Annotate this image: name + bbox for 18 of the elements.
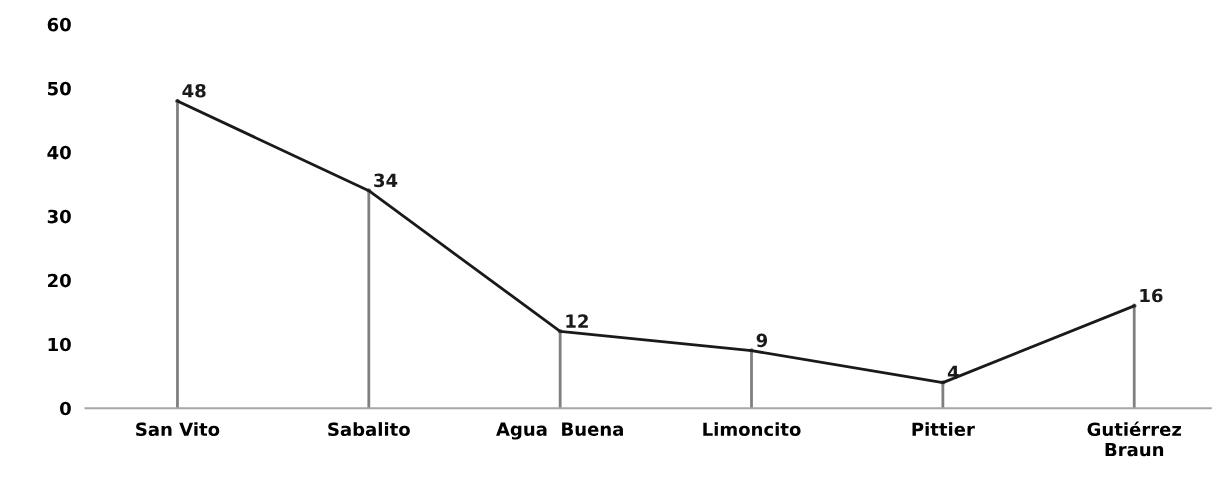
x-tick-label: San Vito: [136, 422, 220, 437]
y-tick-label: 60: [47, 17, 71, 32]
x-tick-label: Gutiérrez Braun: [1087, 421, 1182, 457]
y-tick-label: 0: [60, 401, 71, 416]
data-label: 16: [1140, 288, 1163, 303]
x-tick-label: Sabalito: [328, 422, 410, 437]
x-tick-label: Pittier: [912, 422, 975, 437]
x-tick-label: Agua Buena: [496, 422, 623, 440]
data-label: 34: [374, 173, 398, 188]
data-label: 12: [566, 314, 588, 328]
y-tick-label: 10: [48, 337, 71, 352]
y-tick-label: 40: [47, 145, 71, 160]
data-label: 9: [756, 333, 768, 348]
y-tick-label: 20: [48, 273, 71, 288]
y-tick-label: 30: [47, 209, 71, 224]
x-tick-label: Limoncito: [703, 422, 801, 437]
y-tick-label: 50: [47, 81, 71, 96]
data-label: 48: [182, 83, 206, 98]
